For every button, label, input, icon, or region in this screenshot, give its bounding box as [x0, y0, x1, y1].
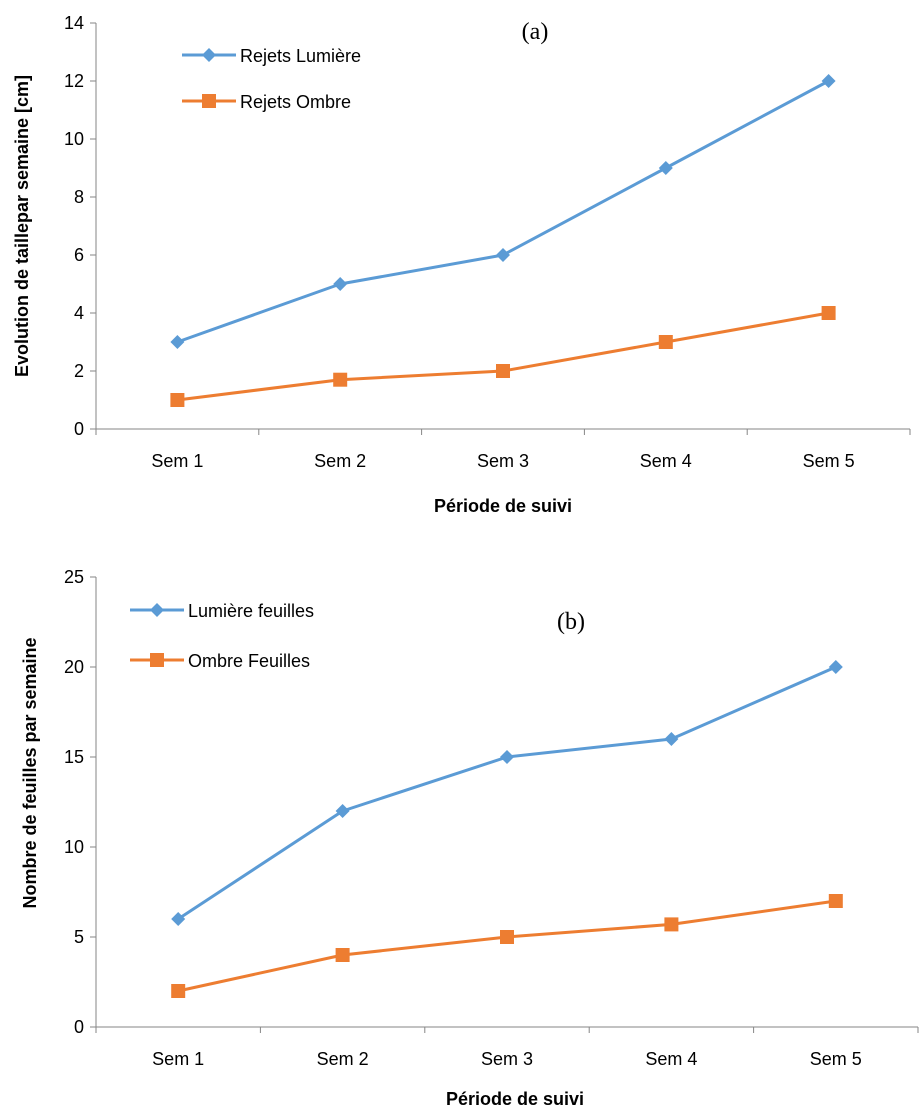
chart-a-point-rejets-lumiere — [333, 277, 348, 291]
chart-a-point-rejets-ombre — [333, 372, 348, 387]
legend-marker-lumiere-feuilles — [150, 603, 164, 617]
chart-a-x-tick-label: Sem 5 — [803, 451, 855, 471]
chart-b-x-axis-title: Période de suivi — [446, 1089, 584, 1109]
chart-a-series-line-rejets-ombre — [177, 311, 829, 402]
chart-a-annotation: (a) — [522, 19, 549, 45]
chart-a-y-tick-label: 14 — [64, 13, 84, 33]
chart-b-y-tick-label: 25 — [64, 567, 84, 587]
chart-b-point-lumiere-feuilles — [664, 732, 679, 746]
chart-a-point-rejets-ombre — [496, 364, 510, 378]
chart-a-x-tick-label: Sem 3 — [477, 451, 529, 471]
chart-a-series-line-rejets-lumiere — [176, 79, 830, 344]
legend-label-rejets-ombre: Rejets Ombre — [240, 92, 351, 112]
chart-a-y-tick-label: 2 — [74, 361, 84, 381]
chart-b-point-lumiere-feuilles — [335, 804, 350, 818]
chart-b-x-tick-label: Sem 4 — [645, 1049, 697, 1069]
legend-label-lumiere-feuilles: Lumière feuilles — [188, 601, 314, 621]
chart-a: 0 2 4 6 8 10 12 14 Sem 1 Sem 2 Sem 3 Sem 4 Sem 5 (a)… — [12, 13, 911, 516]
chart-a-point-rejets-lumiere — [496, 248, 510, 262]
chart-b-x-tick-label: Sem 3 — [481, 1049, 533, 1069]
chart-b-point-ombre-feuilles — [500, 930, 514, 944]
chart-a-point-rejets-ombre — [821, 306, 836, 320]
chart-a-x-tick-label: Sem 4 — [640, 451, 692, 471]
chart-b-point-ombre-feuilles — [171, 984, 186, 998]
chart-a-y-tick-label: 0 — [74, 419, 84, 439]
chart-a-point-rejets-lumiere — [658, 161, 673, 175]
chart-a-y-tick-label: 4 — [74, 303, 84, 323]
legend-label-ombre-feuilles: Ombre Feuilles — [188, 651, 310, 671]
chart-b-point-ombre-feuilles — [664, 917, 679, 932]
chart-a-x-tick-label: Sem 2 — [314, 451, 366, 471]
chart-b-x-tick-label: Sem 2 — [317, 1049, 369, 1069]
chart-a-point-rejets-ombre — [658, 335, 673, 349]
chart-a-point-rejets-lumiere — [821, 74, 836, 88]
chart-b-series-line-lumiere-feuilles — [177, 665, 837, 921]
chart-b-point-lumiere-feuilles — [500, 750, 514, 764]
chart-b-series-line-ombre-feuilles — [177, 899, 837, 993]
chart-b-y-tick-label: 15 — [64, 747, 84, 767]
chart-b-point-ombre-feuilles — [828, 894, 843, 908]
chart-a-y-tick-label: 10 — [64, 129, 84, 149]
chart-a-y-tick-label: 6 — [74, 245, 84, 265]
chart-a-point-rejets-lumiere — [170, 335, 185, 349]
chart-b-point-lumiere-feuilles — [828, 660, 843, 674]
chart-b-point-lumiere-feuilles — [171, 912, 186, 926]
legend-label-rejets-lumiere: Rejets Lumière — [240, 46, 361, 66]
chart-b-y-tick-label: 5 — [74, 927, 84, 947]
chart-b-y-tick-label: 0 — [74, 1017, 84, 1037]
chart-b-y-tick-label: 10 — [64, 837, 84, 857]
chart-a-y-axis-title: Evolution de taillepar semaine [cm] — [12, 75, 32, 377]
chart-b-y-tick-label: 20 — [64, 657, 84, 677]
chart-a-x-tick-label: Sem 1 — [151, 451, 203, 471]
chart-b-point-ombre-feuilles — [335, 948, 350, 962]
chart-b-legend: Lumière feuilles Ombre Feuilles — [130, 601, 314, 671]
chart-b-x-tick-label: Sem 5 — [810, 1049, 862, 1069]
legend-marker-rejets-ombre — [202, 94, 216, 108]
chart-a-x-axis-title: Période de suivi — [434, 496, 572, 516]
chart-b-x-tick-label: Sem 1 — [152, 1049, 204, 1069]
chart-a-point-rejets-ombre — [170, 393, 185, 407]
chart-a-y-tick-label: 12 — [64, 71, 84, 91]
chart-a-y-tick-label: 8 — [74, 187, 84, 207]
legend-marker-ombre-feuilles — [150, 653, 164, 667]
chart-a-legend: Rejets Lumière Rejets Ombre — [182, 46, 361, 112]
chart-b-y-axis-title: Nombre de feuilles par semaine — [20, 637, 40, 908]
chart-b-annotation: (b) — [557, 609, 585, 635]
legend-marker-rejets-lumiere — [202, 48, 216, 62]
